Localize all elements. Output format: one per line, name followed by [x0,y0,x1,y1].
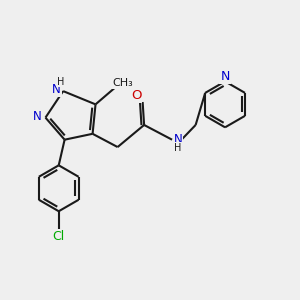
Text: N: N [52,83,61,96]
Text: H: H [57,77,64,87]
Text: H: H [174,143,182,153]
Text: N: N [174,133,182,146]
Text: Cl: Cl [52,230,65,243]
Text: N: N [33,110,42,123]
Text: O: O [131,89,141,102]
Text: CH₃: CH₃ [112,78,133,88]
Text: N: N [220,70,230,83]
